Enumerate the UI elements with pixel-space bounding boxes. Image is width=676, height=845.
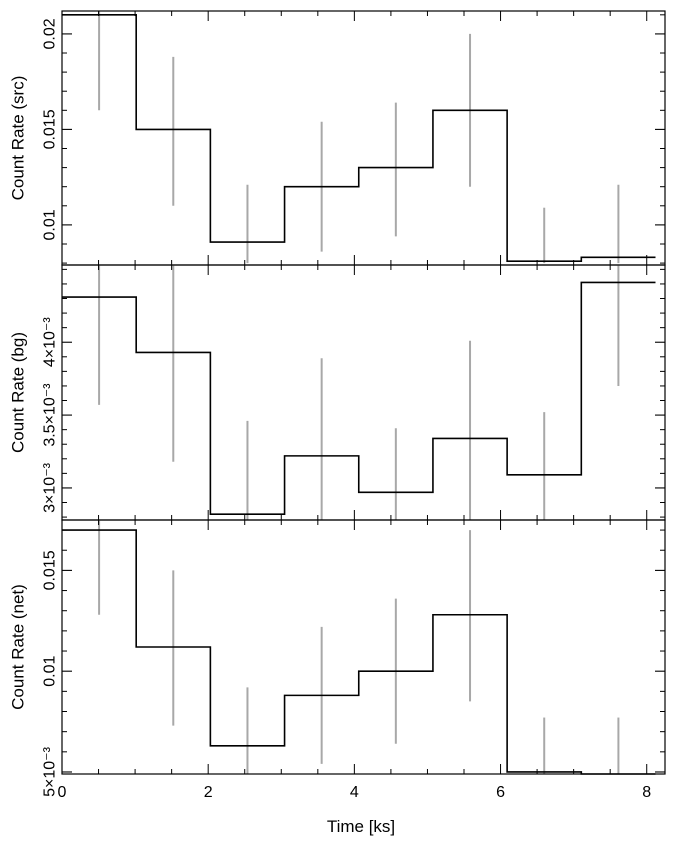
ytick-label-bg-1: 3.5×10⁻³ [42, 383, 59, 447]
plot-frame-net [61, 519, 666, 775]
plot-frame-bg [61, 264, 666, 521]
panel-net: 5×10⁻³ 0.01 0.015 Count Rate (net) 0 2 4 6 8 [9, 519, 666, 801]
panel-src: 0.01 0.015 0.02 Count Rate (src) [9, 10, 666, 266]
ytick-label-bg-2: 4×10⁻³ [42, 317, 59, 367]
plot-frame-src [61, 10, 666, 266]
ytick-label-net-2: 0.015 [42, 550, 59, 590]
ytick-label-bg-0: 3×10⁻³ [42, 462, 59, 512]
xtick-label-0: 0 [58, 784, 67, 801]
step-line-bg [62, 281, 656, 515]
ytick-label-net-0: 5×10⁻³ [42, 746, 59, 796]
y-axis-label-src: Count Rate (src) [9, 76, 28, 201]
panel-bg: 3×10⁻³ 3.5×10⁻³ 4×10⁻³ Count Rate (bg) [9, 264, 666, 521]
xtick-label-2: 4 [350, 784, 359, 801]
ytick-label-src-0: 0.01 [42, 209, 59, 240]
x-axis-label: Time [ks] [327, 817, 395, 836]
xtick-label-1: 2 [204, 784, 213, 801]
xtick-label-4: 8 [642, 784, 651, 801]
y-axis-label-net: Count Rate (net) [9, 584, 28, 710]
xtick-label-3: 6 [496, 784, 505, 801]
step-line-src [62, 14, 656, 262]
step-line-net [62, 529, 656, 775]
y-axis-label-bg: Count Rate (bg) [9, 332, 28, 453]
ytick-label-src-2: 0.02 [42, 18, 59, 49]
ytick-label-net-1: 0.01 [42, 656, 59, 687]
ytick-label-src-1: 0.015 [42, 109, 59, 149]
